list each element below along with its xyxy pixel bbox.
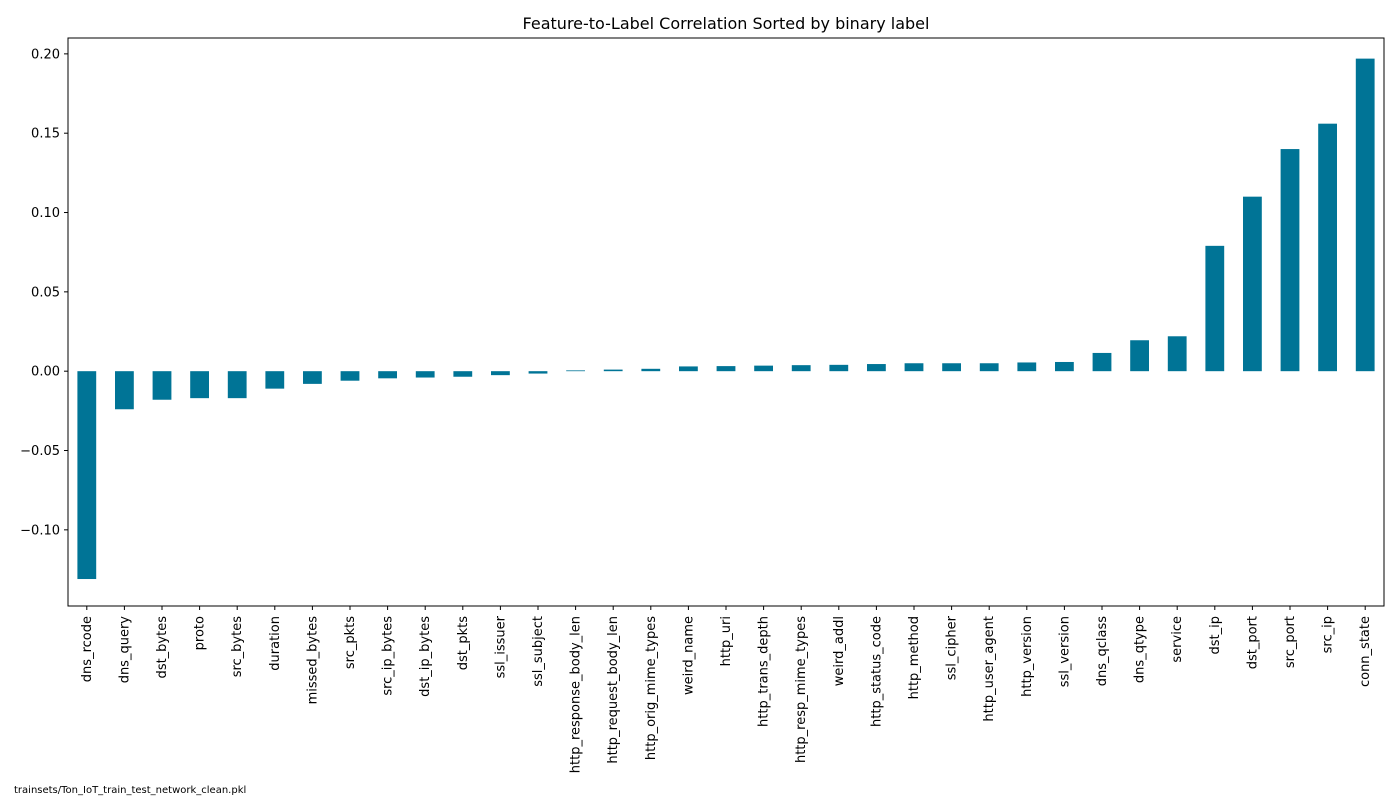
- y-tick-label: −0.05: [20, 444, 60, 459]
- x-tick-label: http_user_agent: [982, 616, 997, 722]
- x-tick-label: dns_query: [117, 616, 132, 684]
- x-tick-label: ssl_issuer: [493, 615, 508, 678]
- bar-src_ip_bytes: [378, 371, 397, 379]
- x-tick-label: http_resp_mime_types: [794, 616, 809, 763]
- x-tick-label: http_method: [907, 616, 922, 699]
- bar-weird_name: [679, 366, 698, 372]
- x-tick-label: dst_port: [1245, 616, 1260, 669]
- bar-dns_query: [115, 371, 134, 410]
- x-tick-label: src_ip_bytes: [381, 616, 396, 696]
- bar-http_trans_depth: [754, 365, 773, 372]
- x-tick-label: weird_addl: [832, 616, 847, 686]
- bar-ssl_issuer: [491, 371, 510, 376]
- bar-service: [1167, 336, 1187, 372]
- bars: [77, 58, 1375, 580]
- bar-http_method: [904, 363, 924, 372]
- x-tick-label: service: [1170, 616, 1185, 663]
- x-tick-label: src_port: [1283, 616, 1298, 668]
- x-tick-label: http_orig_mime_types: [644, 616, 659, 760]
- y-tick-label: 0.20: [31, 47, 60, 62]
- bar-http_request_body_len: [603, 369, 623, 372]
- x-tick-label: proto: [193, 616, 208, 650]
- chart-title: Feature-to-Label Correlation Sorted by b…: [523, 14, 930, 33]
- bar-proto: [190, 371, 209, 399]
- x-tick-label: src_pkts: [343, 616, 358, 669]
- bar-dst_pkts: [453, 371, 473, 377]
- bar-src_ip: [1318, 123, 1337, 372]
- bar-conn_state: [1355, 58, 1375, 372]
- bar-ssl_version: [1055, 361, 1074, 372]
- x-tick-label: duration: [268, 616, 283, 671]
- y-axis: −0.10 −0.05 0.00 0.05 0.10 0.15 0.20: [20, 47, 68, 538]
- bar-src_pkts: [340, 371, 360, 381]
- bar-dns_qtype: [1130, 340, 1149, 372]
- plot-frame: [67, 37, 1385, 607]
- x-tick-label: http_status_code: [869, 616, 884, 727]
- y-tick-label: 0.10: [31, 206, 60, 221]
- bar-missed_bytes: [303, 371, 322, 384]
- y-tick-label: 0.15: [31, 127, 60, 142]
- x-tick-label: http_trans_depth: [757, 616, 772, 727]
- bar-weird_addl: [829, 364, 849, 372]
- x-tick-label: weird_name: [681, 616, 696, 695]
- x-tick-label: http_request_body_len: [606, 616, 621, 764]
- y-tick-label: 0.05: [31, 285, 60, 300]
- x-tick-label: dst_pkts: [456, 616, 471, 670]
- x-tick-label: http_response_body_len: [569, 616, 584, 773]
- x-tick-label: dns_rcode: [80, 616, 95, 682]
- bar-dst_port: [1243, 196, 1262, 372]
- bar-ssl_cipher: [942, 363, 961, 372]
- bar-http_status_code: [867, 364, 886, 372]
- bar-src_port: [1280, 149, 1300, 372]
- bar-http_resp_mime_types: [791, 365, 811, 372]
- bar-http_version: [1017, 362, 1037, 372]
- x-tick-label: http_uri: [719, 616, 734, 666]
- bar-dst_bytes: [152, 371, 172, 400]
- bar-http_uri: [716, 366, 736, 372]
- x-tick-label: dns_qclass: [1095, 616, 1110, 687]
- bar-dns_rcode: [77, 371, 97, 580]
- x-tick-label: src_bytes: [230, 616, 245, 678]
- x-tick-label: missed_bytes: [305, 616, 320, 705]
- bar-dst_ip: [1205, 245, 1225, 372]
- bar-dns_qclass: [1092, 352, 1112, 372]
- x-tick-label: ssl_version: [1057, 616, 1072, 687]
- y-tick-label: 0.00: [31, 365, 60, 380]
- bar-http_response_body_len: [566, 370, 585, 372]
- bar-http_user_agent: [979, 363, 999, 372]
- source-footnote: trainsets/Ton_IoT_train_test_network_cle…: [14, 785, 246, 796]
- x-tick-label: http_version: [1020, 616, 1035, 697]
- x-tick-label: dst_ip_bytes: [418, 616, 433, 697]
- x-axis: dns_rcode dns_query dst_bytes proto src_byte…: [80, 606, 1373, 773]
- bar-http_orig_mime_types: [641, 368, 661, 372]
- x-tick-label: dst_bytes: [155, 616, 170, 679]
- x-tick-label: ssl_subject: [531, 616, 546, 687]
- x-tick-label: conn_state: [1358, 616, 1373, 687]
- x-tick-label: ssl_cipher: [945, 615, 960, 680]
- bar-ssl_subject: [528, 371, 548, 374]
- y-tick-label: −0.10: [20, 523, 60, 538]
- bar-src_bytes: [227, 371, 247, 399]
- x-tick-label: src_ip: [1321, 616, 1336, 653]
- bar-dst_ip_bytes: [415, 371, 435, 378]
- x-tick-label: dns_qtype: [1133, 616, 1148, 683]
- bar-duration: [265, 371, 285, 389]
- x-tick-label: dst_ip: [1208, 616, 1223, 655]
